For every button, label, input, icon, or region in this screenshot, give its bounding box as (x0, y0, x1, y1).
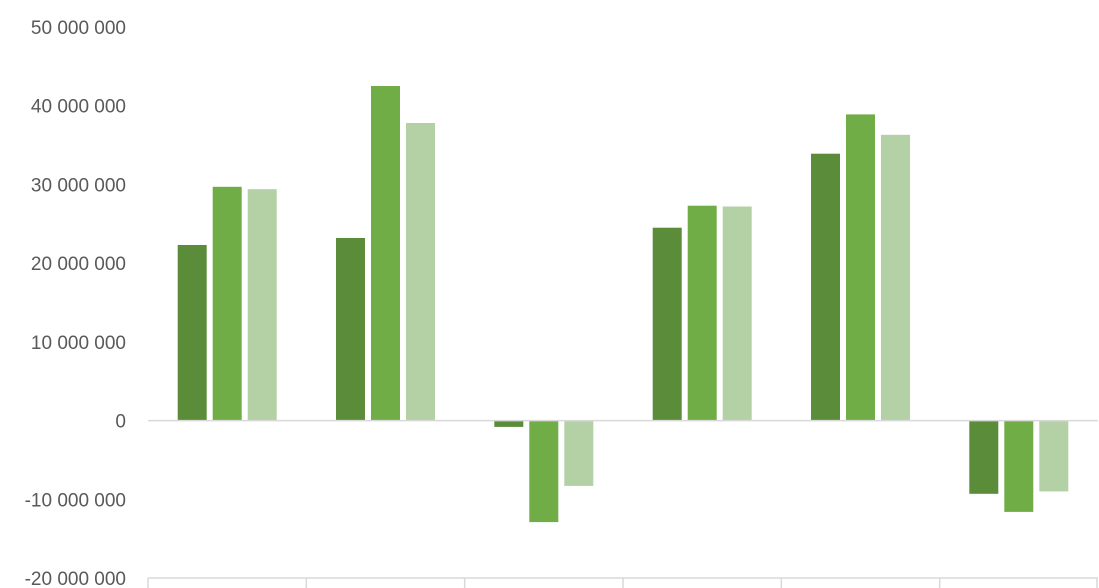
bar-series-2-category-5 (846, 114, 875, 421)
bars (177, 86, 1069, 523)
bar-series-3-category-1 (247, 189, 277, 421)
bar-series-1-category-6 (969, 420, 999, 494)
bar-series-3-category-4 (722, 206, 752, 421)
y-tick-label: 50 000 000 (31, 18, 126, 39)
y-axis-tick-labels: 50 000 000 40 000 000 30 000 000 20 000 000… (25, 18, 126, 588)
bar-series-1-category-5 (811, 153, 840, 421)
y-tick-label: -10 000 000 (25, 490, 126, 511)
bar-series-2-category-3 (529, 420, 559, 523)
bar-series-1-category-3 (494, 420, 524, 427)
bar-series-2-category-6 (1004, 420, 1034, 512)
y-tick-label: 0 (115, 412, 126, 433)
y-tick-label: 30 000 000 (31, 175, 126, 196)
y-tick-label: 20 000 000 (31, 254, 126, 275)
y-tick-label: 40 000 000 (31, 97, 126, 118)
bar-series-1-category-2 (336, 238, 365, 421)
axes (147, 419, 1098, 588)
bar-series-3-category-5 (881, 134, 910, 421)
bar-series-2-category-2 (371, 86, 400, 421)
bar-series-1-category-1 (177, 245, 207, 421)
bar-series-3-category-3 (564, 420, 594, 486)
y-tick-label: 10 000 000 (31, 333, 126, 354)
bar-series-2-category-1 (212, 186, 242, 421)
bar-series-3-category-2 (406, 123, 435, 421)
bar-series-1-category-4 (652, 227, 682, 421)
y-tick-label: -20 000 000 (25, 569, 126, 588)
bar-series-2-category-4 (687, 205, 717, 421)
bar-series-3-category-6 (1039, 420, 1069, 492)
